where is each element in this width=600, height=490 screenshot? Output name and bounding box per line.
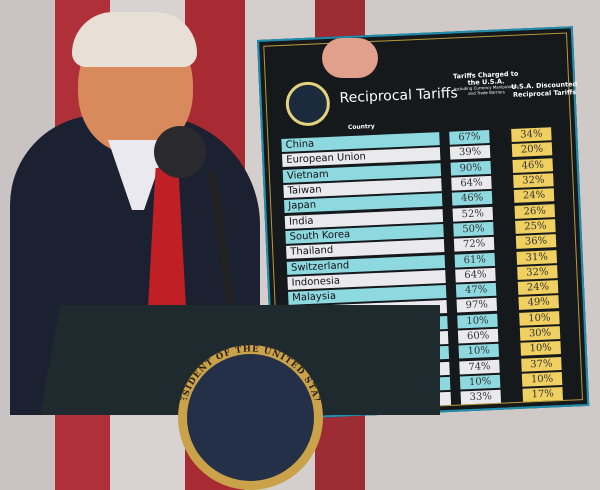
charged-cell: 72% bbox=[453, 237, 495, 252]
charged-cell: 10% bbox=[459, 374, 501, 390]
podium-seal-icon bbox=[178, 345, 323, 490]
discounted-cell: 34% bbox=[511, 127, 552, 143]
charged-cell: 47% bbox=[455, 282, 497, 298]
charged-cell: 64% bbox=[451, 175, 492, 191]
charged-cell: 74% bbox=[459, 359, 500, 375]
discounted-cell: 46% bbox=[512, 157, 553, 173]
charged-cell: 90% bbox=[450, 160, 492, 176]
charged-cell: 67% bbox=[449, 130, 490, 145]
discounted-cell: 24% bbox=[517, 280, 559, 295]
discounted-cell: 24% bbox=[513, 188, 555, 204]
charged-cell: 33% bbox=[460, 389, 502, 405]
charged-cell: 10% bbox=[458, 344, 500, 359]
charged-cell: 46% bbox=[451, 191, 493, 206]
discounted-cell: 10% bbox=[520, 341, 562, 357]
speaker-hair bbox=[72, 12, 197, 67]
charged-cell: 52% bbox=[452, 206, 494, 222]
discounted-cell: 26% bbox=[514, 203, 555, 219]
speaker-hand bbox=[322, 38, 378, 78]
charged-cell: 61% bbox=[454, 252, 496, 268]
photo-scene: Reciprocal Tariffs Tariffs Charged to th… bbox=[10, 12, 590, 490]
discounted-cell: 32% bbox=[517, 264, 558, 280]
charged-cell: 60% bbox=[457, 328, 499, 344]
charged-cell: 50% bbox=[453, 221, 494, 237]
discounted-cell: 31% bbox=[516, 249, 557, 265]
discounted-cell: 25% bbox=[515, 219, 556, 234]
microphone bbox=[154, 126, 206, 178]
discounted-cell: 49% bbox=[518, 295, 559, 311]
charged-cell: 97% bbox=[456, 298, 498, 313]
charged-cell: 39% bbox=[449, 145, 491, 161]
board-title: Reciprocal Tariffs bbox=[339, 85, 459, 107]
discounted-header: U.S.A. Discounted Reciprocal Tariffs bbox=[511, 80, 578, 99]
discounted-cell: 30% bbox=[519, 326, 561, 341]
discounted-cell: 37% bbox=[521, 356, 562, 372]
discounted-cell: 32% bbox=[513, 173, 554, 188]
presidential-seal-icon bbox=[284, 80, 331, 127]
charged-cell: 10% bbox=[457, 313, 498, 329]
discounted-cell: 20% bbox=[511, 142, 553, 158]
discounted-cell: 36% bbox=[515, 234, 557, 250]
discounted-cell: 10% bbox=[521, 371, 563, 387]
discounted-cell: 10% bbox=[519, 310, 560, 326]
charged-cell: 64% bbox=[455, 267, 496, 283]
country-header: Country bbox=[347, 122, 375, 132]
